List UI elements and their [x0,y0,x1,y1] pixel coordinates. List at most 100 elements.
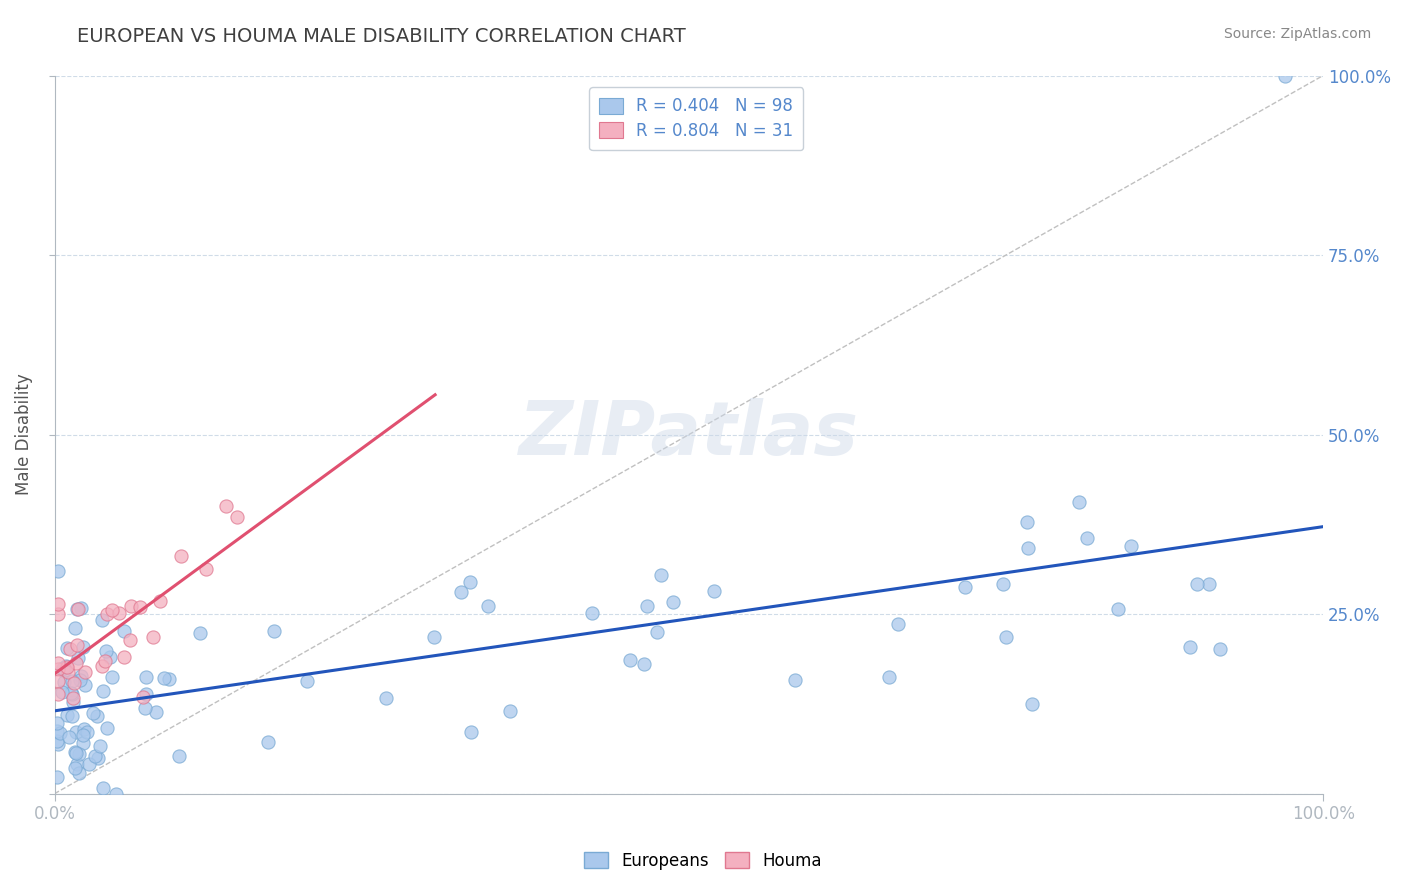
Text: ZIPatlas: ZIPatlas [519,398,859,471]
Point [90,613,112,627]
Point [53,675,76,690]
Point [1185,577,1208,591]
Point [167,748,190,763]
Point [450,585,472,599]
Point [67,602,90,616]
Point [135,670,157,684]
Point [1017,515,1039,529]
Point [63,761,86,775]
Point [86,708,108,723]
Point [953,581,976,595]
Point [263,624,285,638]
Point [63,621,86,635]
Point [636,599,658,613]
Point [79,757,101,772]
Point [60,686,83,700]
Point [153,671,176,685]
Text: EUROPEAN VS HOUMA MALE DISABILITY CORRELATION CHART: EUROPEAN VS HOUMA MALE DISABILITY CORREL… [77,27,686,45]
Legend: R = 0.404   N = 98, R = 0.804   N = 31: R = 0.404 N = 98, R = 0.804 N = 31 [589,87,803,150]
Point [619,653,641,667]
Point [66,638,89,652]
Point [142,630,165,644]
Point [1198,576,1220,591]
Point [65,745,87,759]
Point [46,597,69,611]
Point [460,574,482,589]
Point [295,673,318,688]
Point [96,607,118,622]
Point [1119,539,1142,553]
Point [93,684,115,698]
Point [46,687,69,701]
Point [55,659,77,673]
Point [94,654,117,668]
Point [226,509,249,524]
Point [91,781,114,796]
Point [46,662,69,676]
Point [46,716,69,731]
Point [148,594,170,608]
Point [60,709,83,723]
Point [703,584,725,599]
Point [46,737,69,751]
Text: Source: ZipAtlas.com: Source: ZipAtlas.com [1223,27,1371,41]
Point [633,657,655,671]
Point [1180,640,1202,654]
Point [65,746,87,760]
Point [60,673,83,688]
Point [65,725,87,739]
Point [94,644,117,658]
Point [650,567,672,582]
Point [66,601,89,615]
Point [581,606,603,620]
Y-axis label: Male Disability: Male Disability [15,374,32,495]
Point [66,651,89,665]
Point [60,687,83,701]
Point [170,549,193,564]
Point [58,665,80,680]
Point [73,723,96,737]
Point [256,735,278,749]
Point [134,701,156,715]
Point [128,599,150,614]
Point [46,656,69,670]
Legend: Europeans, Houma: Europeans, Houma [578,846,828,877]
Point [991,577,1014,591]
Point [98,650,121,665]
Point [65,656,87,670]
Point [477,599,499,613]
Point [49,726,72,740]
Point [661,594,683,608]
Point [82,706,104,720]
Point [62,691,84,706]
Point [105,787,128,801]
Point [1017,541,1039,555]
Point [72,728,94,742]
Point [375,690,398,705]
Point [70,669,93,683]
Point [56,708,79,723]
Point [1067,495,1090,509]
Point [69,673,91,688]
Point [62,695,84,709]
Point [157,673,180,687]
Point [72,736,94,750]
Point [87,750,110,764]
Point [215,499,238,513]
Point [120,599,142,614]
Point [76,725,98,739]
Point [51,684,73,698]
Point [72,640,94,654]
Point [135,687,157,701]
Point [96,721,118,735]
Point [995,630,1018,644]
Point [1274,69,1296,83]
Point [460,724,482,739]
Point [56,660,79,674]
Point [1021,697,1043,711]
Point [108,607,131,621]
Point [63,676,86,690]
Point [58,730,80,744]
Point [783,673,806,688]
Point [89,739,111,753]
